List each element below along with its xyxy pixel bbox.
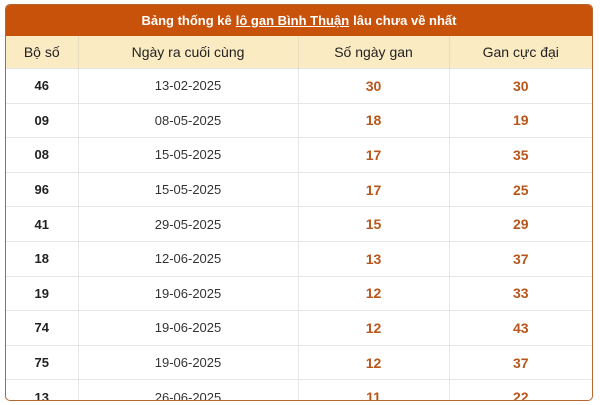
table-row: 75 19-06-2025 12 37 [6,344,592,380]
table-row: 18 12-06-2025 13 37 [6,240,592,277]
cell-ngay-ra: 29-05-2025 [78,206,299,242]
table-title: Bảng thống kê lô gan Bình Thuận lâu chưa… [6,5,592,36]
cell-so-ngay-gan: 15 [298,206,450,242]
cell-gan-cuc-dai: 19 [449,102,592,138]
header-ngay-ra: Ngày ra cuối cùng [78,36,299,69]
cell-bo-so: 13 [6,379,79,400]
lo-gan-table: Bộ số Ngày ra cuối cùng Số ngày gan Gan … [6,36,592,400]
cell-ngay-ra: 08-05-2025 [78,102,299,138]
cell-so-ngay-gan: 12 [298,310,450,346]
cell-so-ngay-gan: 30 [298,68,450,104]
lo-gan-table-card: Bảng thống kê lô gan Bình Thuận lâu chưa… [5,4,593,401]
table-row: 41 29-05-2025 15 29 [6,206,592,242]
header-so-ngay-gan: Số ngày gan [298,36,450,69]
table-row: 74 19-06-2025 12 43 [6,310,592,346]
header-bo-so: Bộ số [6,36,79,69]
cell-ngay-ra: 13-02-2025 [78,68,299,104]
cell-gan-cuc-dai: 29 [449,206,592,242]
cell-ngay-ra: 19-06-2025 [78,275,299,311]
cell-gan-cuc-dai: 22 [449,379,592,400]
cell-so-ngay-gan: 18 [298,102,450,138]
cell-so-ngay-gan: 17 [298,137,450,173]
cell-so-ngay-gan: 12 [298,275,450,311]
cell-gan-cuc-dai: 35 [449,137,592,173]
cell-so-ngay-gan: 12 [298,344,450,380]
cell-gan-cuc-dai: 37 [449,344,592,380]
cell-gan-cuc-dai: 37 [449,240,592,277]
header-gan-cuc-dai: Gan cực đại [449,36,592,69]
cell-bo-so: 09 [6,102,79,138]
cell-so-ngay-gan: 11 [298,379,450,400]
cell-bo-so: 41 [6,206,79,242]
table-row: 08 15-05-2025 17 35 [6,137,592,173]
cell-bo-so: 96 [6,171,79,207]
cell-ngay-ra: 19-06-2025 [78,310,299,346]
table-row: 19 19-06-2025 12 33 [6,275,592,311]
cell-ngay-ra: 19-06-2025 [78,344,299,380]
table-row: 09 08-05-2025 18 19 [6,102,592,138]
cell-ngay-ra: 12-06-2025 [78,240,299,277]
cell-gan-cuc-dai: 33 [449,275,592,311]
cell-bo-so: 19 [6,275,79,311]
table-row: 96 15-05-2025 17 25 [6,171,592,207]
cell-so-ngay-gan: 13 [298,240,450,277]
title-suffix: lâu chưa về nhất [353,13,457,28]
cell-gan-cuc-dai: 43 [449,310,592,346]
cell-bo-so: 18 [6,240,79,277]
cell-so-ngay-gan: 17 [298,171,450,207]
cell-ngay-ra: 15-05-2025 [78,137,299,173]
cell-bo-so: 46 [6,68,79,104]
cell-gan-cuc-dai: 25 [449,171,592,207]
cell-bo-so: 08 [6,137,79,173]
table-row: 46 13-02-2025 30 30 [6,68,592,104]
cell-ngay-ra: 15-05-2025 [78,171,299,207]
table-row: 13 26-06-2025 11 22 [6,379,592,400]
title-link[interactable]: lô gan Bình Thuận [235,13,350,28]
title-prefix: Bảng thống kê [141,13,232,28]
cell-ngay-ra: 26-06-2025 [78,379,299,400]
cell-bo-so: 74 [6,310,79,346]
header-row: Bộ số Ngày ra cuối cùng Số ngày gan Gan … [6,36,592,69]
cell-gan-cuc-dai: 30 [449,68,592,104]
cell-bo-so: 75 [6,344,79,380]
